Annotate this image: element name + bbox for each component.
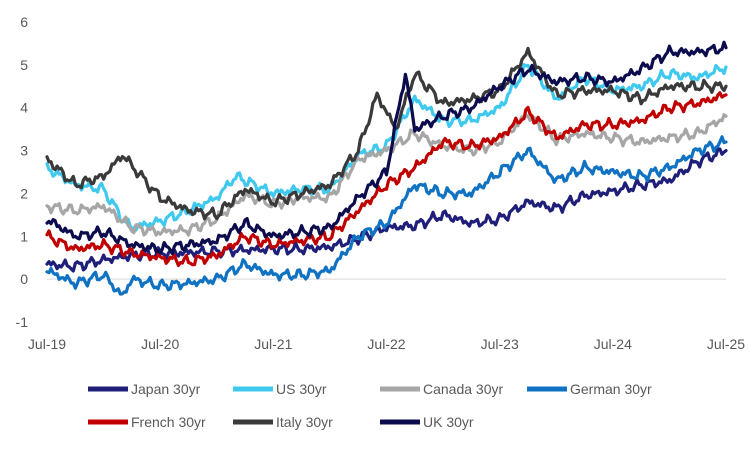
legend-label-japan-30yr: Japan 30yr xyxy=(131,381,201,397)
x-tick-label: Jul-20 xyxy=(141,336,179,352)
legend: Japan 30yr US 30yr Canada 30yr German 30yr F… xyxy=(88,381,652,430)
x-tick-label: Jul-21 xyxy=(254,336,292,352)
y-tick-label: 5 xyxy=(20,57,28,73)
x-tick-label: Jul-22 xyxy=(367,336,405,352)
y-tick-label: 0 xyxy=(20,271,28,287)
x-tick-label: Jul-19 xyxy=(28,336,66,352)
series-line-uk-30yr xyxy=(45,40,728,256)
series-line-french-30yr xyxy=(45,91,728,268)
x-tick-label: Jul-24 xyxy=(594,336,632,352)
legend-label-french-30yr: French 30yr xyxy=(131,414,206,430)
series-line-canada-30yr xyxy=(45,113,728,237)
legend-label-german-30yr: German 30yr xyxy=(570,381,652,397)
series-line-italy-30yr xyxy=(45,46,728,221)
y-axis-ticks: 6 5 4 3 2 1 0 -1 xyxy=(16,14,29,330)
legend-label-us-30yr: US 30yr xyxy=(276,381,327,397)
x-tick-label: Jul-23 xyxy=(481,336,519,352)
y-tick-label: 1 xyxy=(20,228,28,244)
legend-label-canada-30yr: Canada 30yr xyxy=(423,381,504,397)
y-tick-label: 4 xyxy=(20,100,28,116)
legend-label-italy-30yr: Italy 30yr xyxy=(276,414,333,430)
y-tick-label: 3 xyxy=(20,143,28,159)
y-tick-label: 6 xyxy=(20,14,28,30)
y-tick-label: 2 xyxy=(20,185,28,201)
x-axis-ticks: Jul-19 Jul-20 Jul-21 Jul-22 Jul-23 Jul-24 Jul-… xyxy=(28,336,745,352)
y-tick-label: -1 xyxy=(16,314,29,330)
legend-label-uk-30yr: UK 30yr xyxy=(423,414,474,430)
series-lines xyxy=(45,40,728,296)
x-tick-label: Jul-25 xyxy=(707,336,745,352)
series-line-german-30yr xyxy=(45,135,728,296)
